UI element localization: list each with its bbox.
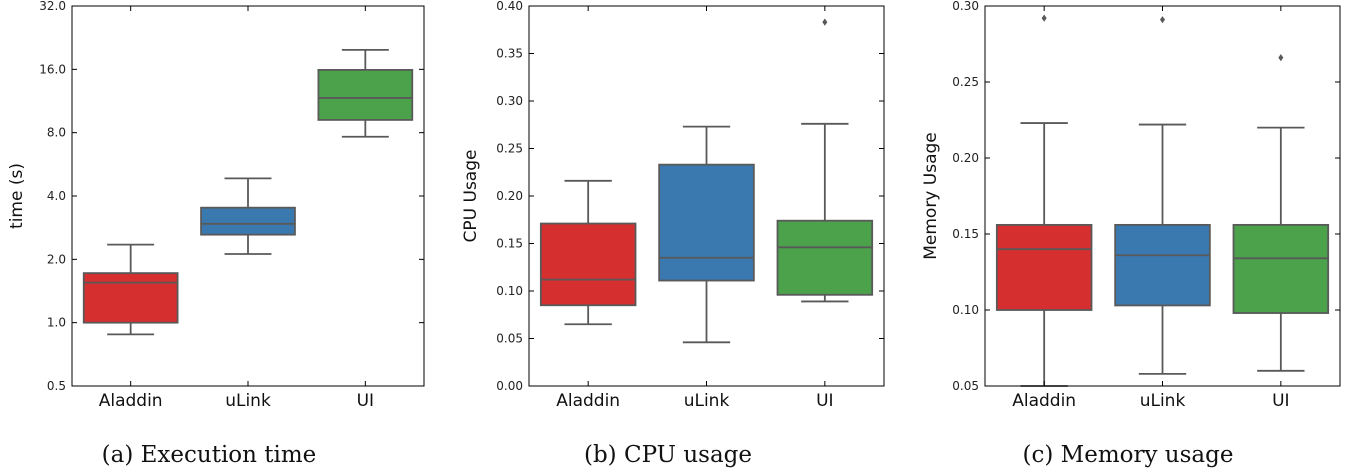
category-label: uLink (225, 391, 271, 411)
ytick-label: 4.0 (47, 189, 66, 203)
box-ulink (200, 177, 296, 255)
y-axis-label: time (s) (7, 163, 27, 229)
panel-caption: (a) Execution time (102, 442, 317, 468)
ytick-label: 0.5 (47, 379, 66, 393)
category-label: Aladdin (99, 391, 163, 411)
iqr-box (995, 223, 1093, 311)
ytick-label: 1.0 (47, 316, 66, 330)
panel-caption: (b) CPU usage (584, 442, 752, 468)
ytick-label: 0.20 (496, 189, 523, 203)
box-ui (776, 18, 874, 303)
category-label: UI (357, 391, 374, 411)
box-ui (317, 48, 414, 138)
ytick-label: 0.15 (496, 237, 523, 251)
box-ulink (1114, 16, 1211, 375)
ytick-label: 0.25 (496, 142, 523, 156)
chart-panel-2: 0.00 0.05 0.10 0.15 0.20 0.25 0.30 0.35 0.40 Alad… (461, 0, 885, 468)
iqr-box (82, 272, 179, 324)
iqr-box (658, 163, 755, 282)
ytick-label: 0.05 (952, 379, 979, 393)
box-aladdin (539, 179, 637, 326)
ytick-label: 0.10 (496, 284, 523, 298)
ytick-label: 0.15 (952, 227, 979, 241)
outlier-point (1041, 14, 1047, 22)
y-axis-label: Memory Usage (921, 132, 941, 260)
box-aladdin (995, 14, 1093, 387)
category-label: UI (1272, 391, 1289, 411)
category-label: uLink (1140, 391, 1186, 411)
outlier-point (1159, 16, 1166, 24)
outlier-point (1278, 54, 1284, 62)
panel-caption: (c) Memory usage (1023, 442, 1234, 468)
ytick-label: 8.0 (47, 126, 66, 140)
ytick-label: 2.0 (47, 252, 66, 266)
ytick-label: 0.30 (952, 0, 979, 13)
iqr-box (539, 222, 637, 307)
iqr-box (200, 206, 296, 236)
ytick-label: 16.0 (39, 62, 66, 76)
ytick-label: 0.20 (952, 151, 979, 165)
category-label: uLink (684, 391, 730, 411)
category-label: Aladdin (1012, 391, 1076, 411)
ytick-label: 0.30 (496, 94, 523, 108)
ytick-label: 0.40 (496, 0, 523, 13)
box-ui (1232, 54, 1330, 372)
ytick-label: 0.25 (952, 75, 979, 89)
chart-panel-3: 0.05 0.10 0.15 0.20 0.25 0.30 Aladdin uLink UI Me… (921, 0, 1341, 468)
iqr-box (1232, 223, 1330, 314)
category-label: UI (816, 391, 833, 411)
iqr-box (317, 69, 414, 121)
ytick-label: 32.0 (39, 0, 66, 13)
y-axis-label: CPU Usage (461, 150, 481, 243)
ytick-label: 0.35 (496, 47, 523, 61)
chart-panel-1: 0.5 1.0 2.0 4.0 8.0 16.0 32.0 Aladdin uLink UI tim… (7, 0, 425, 468)
iqr-box (1114, 223, 1211, 307)
iqr-box (776, 219, 874, 296)
ytick-label: 0.10 (952, 303, 979, 317)
ytick-label: 0.00 (496, 379, 523, 393)
outlier-point (822, 18, 828, 26)
category-label: Aladdin (556, 391, 620, 411)
ytick-label: 0.05 (496, 332, 523, 346)
box-ulink (658, 125, 755, 344)
box-aladdin (82, 243, 179, 336)
